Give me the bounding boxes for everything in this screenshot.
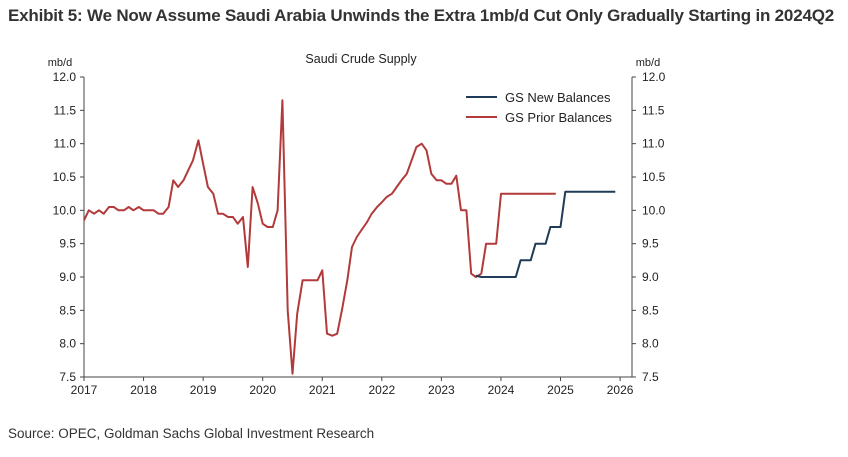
left-axis-unit: mb/d — [48, 57, 72, 69]
left-y-tick-label: 8.5 — [59, 303, 76, 317]
legend-label: GS New Balances — [505, 90, 611, 105]
series-line-gs-prior-balances — [83, 99, 556, 375]
right-y-tick-label: 9.5 — [642, 237, 659, 251]
x-tick-label: 2022 — [368, 383, 395, 397]
chart-title: Saudi Crude Supply — [305, 52, 417, 66]
series-line-gs-new-balances — [475, 190, 616, 278]
left-y-tick-label: 10.0 — [53, 203, 77, 217]
x-tick-label: 2017 — [71, 383, 98, 397]
right-y-tick-label: 12.0 — [642, 70, 666, 84]
series-lines — [83, 99, 616, 375]
x-tick-label: 2025 — [547, 383, 574, 397]
right-axis-unit: mb/d — [636, 57, 660, 69]
right-y-tick-label: 10.0 — [642, 203, 666, 217]
right-y-tick-label: 8.5 — [642, 303, 659, 317]
x-tick-label: 2021 — [309, 383, 336, 397]
x-tick-label: 2018 — [130, 383, 157, 397]
right-y-tick-label: 10.5 — [642, 170, 666, 184]
right-y-tick-label: 7.5 — [642, 370, 659, 384]
legend-label: GS Prior Balances — [505, 110, 612, 125]
right-y-tick-label: 11.0 — [642, 137, 665, 151]
x-tick-label: 2023 — [428, 383, 455, 397]
right-y-tick-label: 9.0 — [642, 270, 659, 284]
left-y-tick-label: 12.0 — [53, 70, 77, 84]
saudi-crude-supply-chart: Saudi Crude Supply mb/d mb/d 12.0 12.0 11.… — [48, 52, 666, 397]
x-tick-label: 2020 — [249, 383, 276, 397]
legend: GS New Balances GS Prior Balances — [466, 90, 612, 125]
exhibit-title: Exhibit 5: We Now Assume Saudi Arabia Un… — [8, 6, 834, 25]
source-note: Source: OPEC, Goldman Sachs Global Inves… — [8, 426, 375, 441]
left-y-tick-label: 10.5 — [53, 170, 77, 184]
x-tick-label: 2024 — [488, 383, 515, 397]
left-y-tick-label: 8.0 — [59, 337, 76, 351]
x-tick-label: 2019 — [190, 383, 217, 397]
left-y-tick-label: 11.5 — [54, 103, 77, 117]
left-y-tick-label: 9.5 — [59, 237, 76, 251]
left-y-tick-label: 9.0 — [59, 270, 76, 284]
right-y-tick-label: 8.0 — [642, 337, 659, 351]
x-tick-label: 2026 — [607, 383, 634, 397]
left-y-tick-label: 7.5 — [59, 370, 76, 384]
right-y-tick-label: 11.5 — [642, 103, 665, 117]
axes: 12.0 12.0 11.5 11.5 11.0 11.0 10.5 10.5 10.0 10.0… — [53, 70, 666, 397]
left-y-tick-label: 11.0 — [54, 137, 77, 151]
